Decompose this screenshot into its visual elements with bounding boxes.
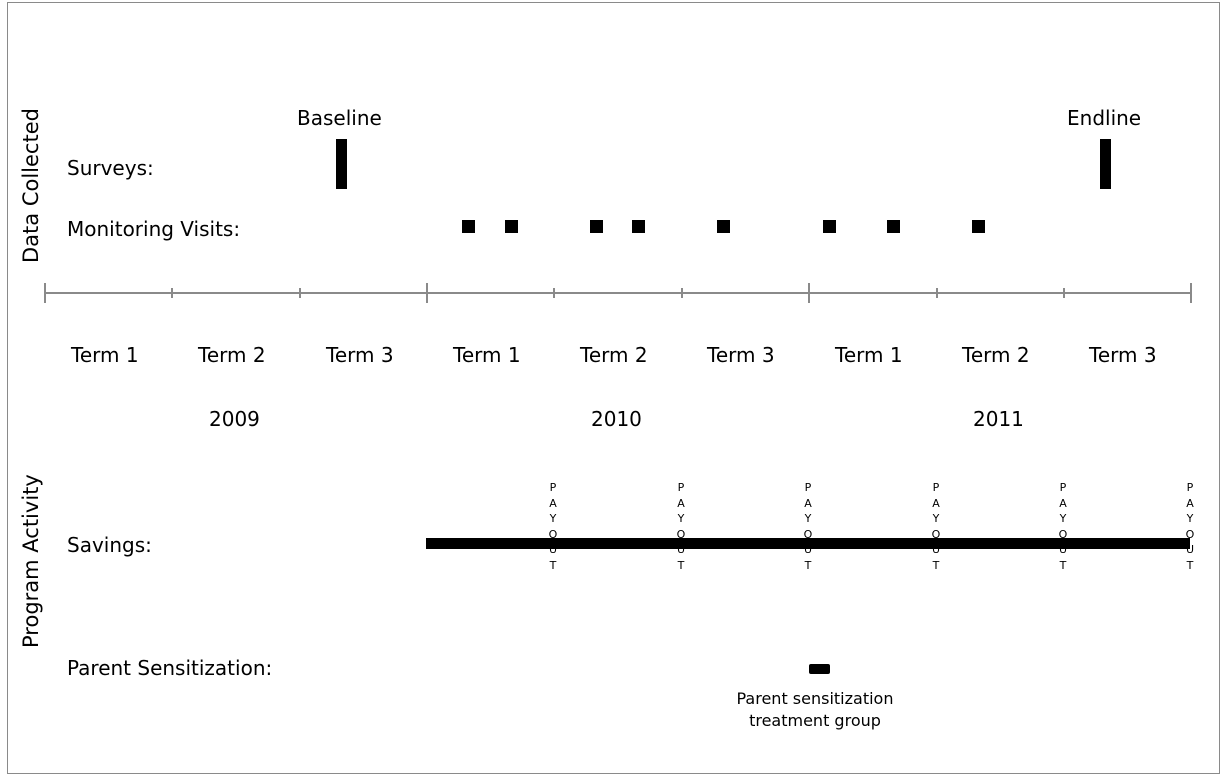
payout-letter: Y (677, 512, 685, 526)
surveys-label: Surveys: (67, 156, 154, 180)
payout-letter: Y (932, 512, 940, 526)
timeline-tick (44, 283, 46, 303)
note-line: Parent sensitization (736, 689, 894, 708)
timeline-tick (1190, 283, 1192, 303)
program-activity-label: Program Activity (19, 474, 43, 648)
payout-letter: U (676, 543, 686, 557)
payout-letter: P (804, 481, 812, 494)
timeline-tick (171, 288, 173, 298)
monitoring-visits-label: Monitoring Visits: (67, 217, 241, 241)
timeline-tick (426, 283, 428, 303)
payout-letter: T (1059, 558, 1067, 572)
year-label: 2010 (591, 407, 642, 431)
payout-letter: A (549, 496, 557, 510)
monitoring-visit-marker (717, 220, 730, 233)
term-label: Term 3 (1089, 343, 1157, 367)
timeline-tick (681, 288, 683, 298)
data-collected-label: Data Collected (19, 108, 43, 263)
year-label: 2009 (209, 407, 260, 431)
timeline-axis (44, 292, 1192, 294)
payout-letter: P (549, 481, 557, 494)
payout-letter: T (932, 558, 940, 572)
payout-letter: T (549, 558, 557, 572)
savings-label: Savings: (67, 533, 152, 557)
payout-letter: T (804, 558, 812, 572)
term-label: Term 1 (835, 343, 903, 367)
timeline-tick (299, 288, 301, 298)
payout-letter: P (1186, 481, 1194, 494)
endline-label: Endline (1067, 106, 1142, 130)
payout-letter: O (548, 527, 558, 541)
monitoring-visit-marker (462, 220, 475, 233)
monitoring-visit-marker (887, 220, 900, 233)
payout-letter: U (1058, 543, 1068, 557)
term-label: Term 2 (580, 343, 648, 367)
term-label: Term 1 (453, 343, 521, 367)
payout-letter: P (932, 481, 940, 494)
timeline-tick (936, 288, 938, 298)
payout-letter: P (1059, 481, 1067, 494)
term-label: Term 3 (326, 343, 394, 367)
payout-letter: O (1058, 527, 1068, 541)
parent-sensitization-note: Parent sensitization treatment group (715, 688, 915, 732)
payout-letter: O (803, 527, 813, 541)
payout-letter: Y (804, 512, 812, 526)
parent-sensitization-bar (809, 664, 830, 674)
payout-letter: O (931, 527, 941, 541)
payout-letter: T (677, 558, 685, 572)
timeline-tick (553, 288, 555, 298)
payout-letter: Y (1059, 512, 1067, 526)
payout-letter: T (1186, 558, 1194, 572)
payout-letter: P (677, 481, 685, 494)
monitoring-visit-marker (505, 220, 518, 233)
payout-letter: U (1185, 543, 1195, 557)
timeline-tick (808, 283, 810, 303)
savings-bar (426, 538, 1190, 549)
term-label: Term 1 (71, 343, 139, 367)
baseline-survey-bar (336, 139, 347, 189)
parent-sensitization-label: Parent Sensitization: (67, 656, 273, 680)
payout-letter: A (1059, 496, 1067, 510)
endline-survey-bar (1100, 139, 1111, 189)
payout-letter: U (548, 543, 558, 557)
payout-letter: A (1186, 496, 1194, 510)
term-label: Term 2 (198, 343, 266, 367)
payout-letter: A (677, 496, 685, 510)
payout-letter: Y (1186, 512, 1194, 526)
monitoring-visit-marker (590, 220, 603, 233)
payout-letter: Y (549, 512, 557, 526)
year-label: 2011 (973, 407, 1024, 431)
monitoring-visit-marker (823, 220, 836, 233)
payout-letter: A (932, 496, 940, 510)
payout-letter: O (1185, 527, 1195, 541)
term-label: Term 3 (707, 343, 775, 367)
diagram-frame (7, 2, 1220, 774)
monitoring-visit-marker (632, 220, 645, 233)
payout-letter: U (803, 543, 813, 557)
payout-letter: U (931, 543, 941, 557)
monitoring-visit-marker (972, 220, 985, 233)
payout-letter: A (804, 496, 812, 510)
timeline-tick (1063, 288, 1065, 298)
baseline-label: Baseline (297, 106, 382, 130)
note-line: treatment group (749, 711, 881, 730)
term-label: Term 2 (962, 343, 1030, 367)
payout-letter: O (676, 527, 686, 541)
